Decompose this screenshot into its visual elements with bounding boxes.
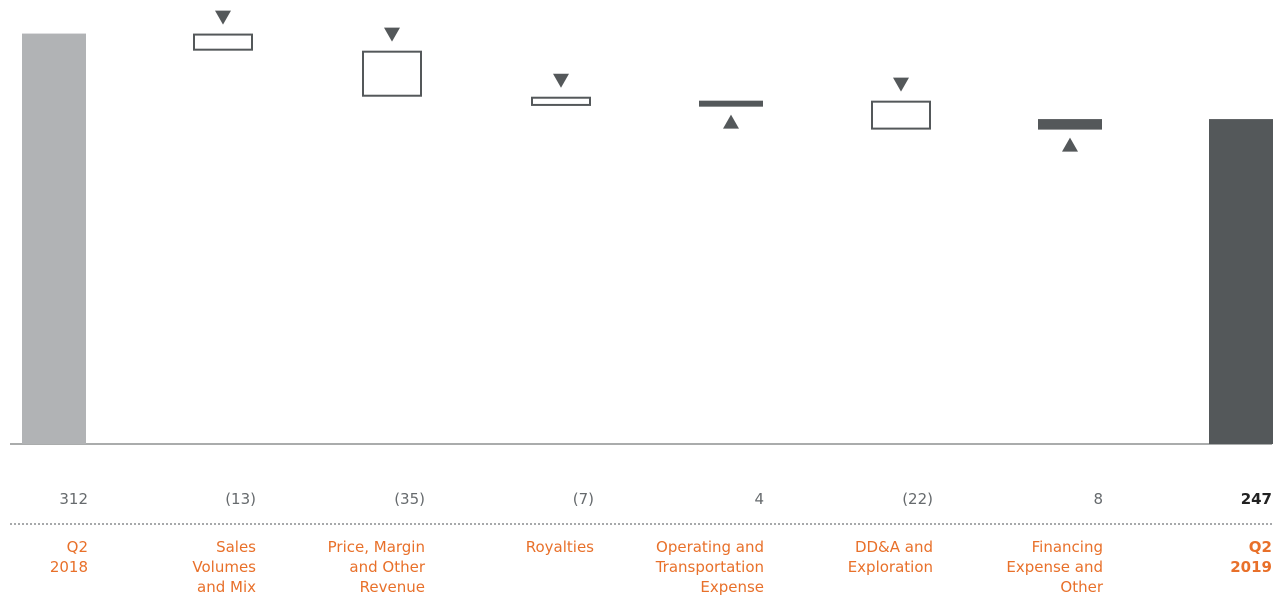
bar-increase-6 <box>1038 119 1102 130</box>
bar-decrease-5 <box>871 100 931 130</box>
up-arrow-icon <box>723 114 739 129</box>
category-label-3: Royalties <box>525 538 594 556</box>
waterfall-chart <box>10 10 1273 445</box>
dotted-separator <box>10 523 1272 525</box>
bar-decrease-2 <box>362 50 422 97</box>
value-label-6: 8 <box>1093 490 1103 508</box>
down-arrow-icon <box>893 77 909 92</box>
bar-decrease-1 <box>193 33 253 51</box>
value-label-7: 247 <box>1240 490 1272 508</box>
down-arrow-icon <box>553 73 569 88</box>
down-arrow-icon <box>215 10 231 25</box>
category-label-1: Sales Volumes and Mix <box>192 538 256 596</box>
down-arrow-icon <box>384 27 400 42</box>
value-label-row: 312 (13) (35) (7) 4 (22) 8 247 <box>0 490 1275 514</box>
bar-total-7 <box>1209 119 1273 444</box>
category-label-5: DD&A and Exploration <box>847 538 933 576</box>
value-label-2: (35) <box>394 490 425 508</box>
value-label-5: (22) <box>902 490 933 508</box>
value-label-3: (7) <box>572 490 594 508</box>
category-label-4: Operating and Transportation Expense <box>655 538 764 596</box>
up-arrow-icon <box>1062 137 1078 152</box>
category-label-7: Q2 2019 <box>1230 538 1272 576</box>
value-label-0: 312 <box>59 490 88 508</box>
category-label-2: Price, Margin and Other Revenue <box>327 538 425 596</box>
category-label-0: Q2 2018 <box>49 538 88 576</box>
category-label-6: Financing Expense and Other <box>1006 538 1103 596</box>
bar-decrease-3 <box>531 96 591 106</box>
bar-total-0 <box>22 33 86 445</box>
bar-increase-4 <box>699 100 763 107</box>
value-label-1: (13) <box>225 490 256 508</box>
value-label-4: 4 <box>754 490 764 508</box>
